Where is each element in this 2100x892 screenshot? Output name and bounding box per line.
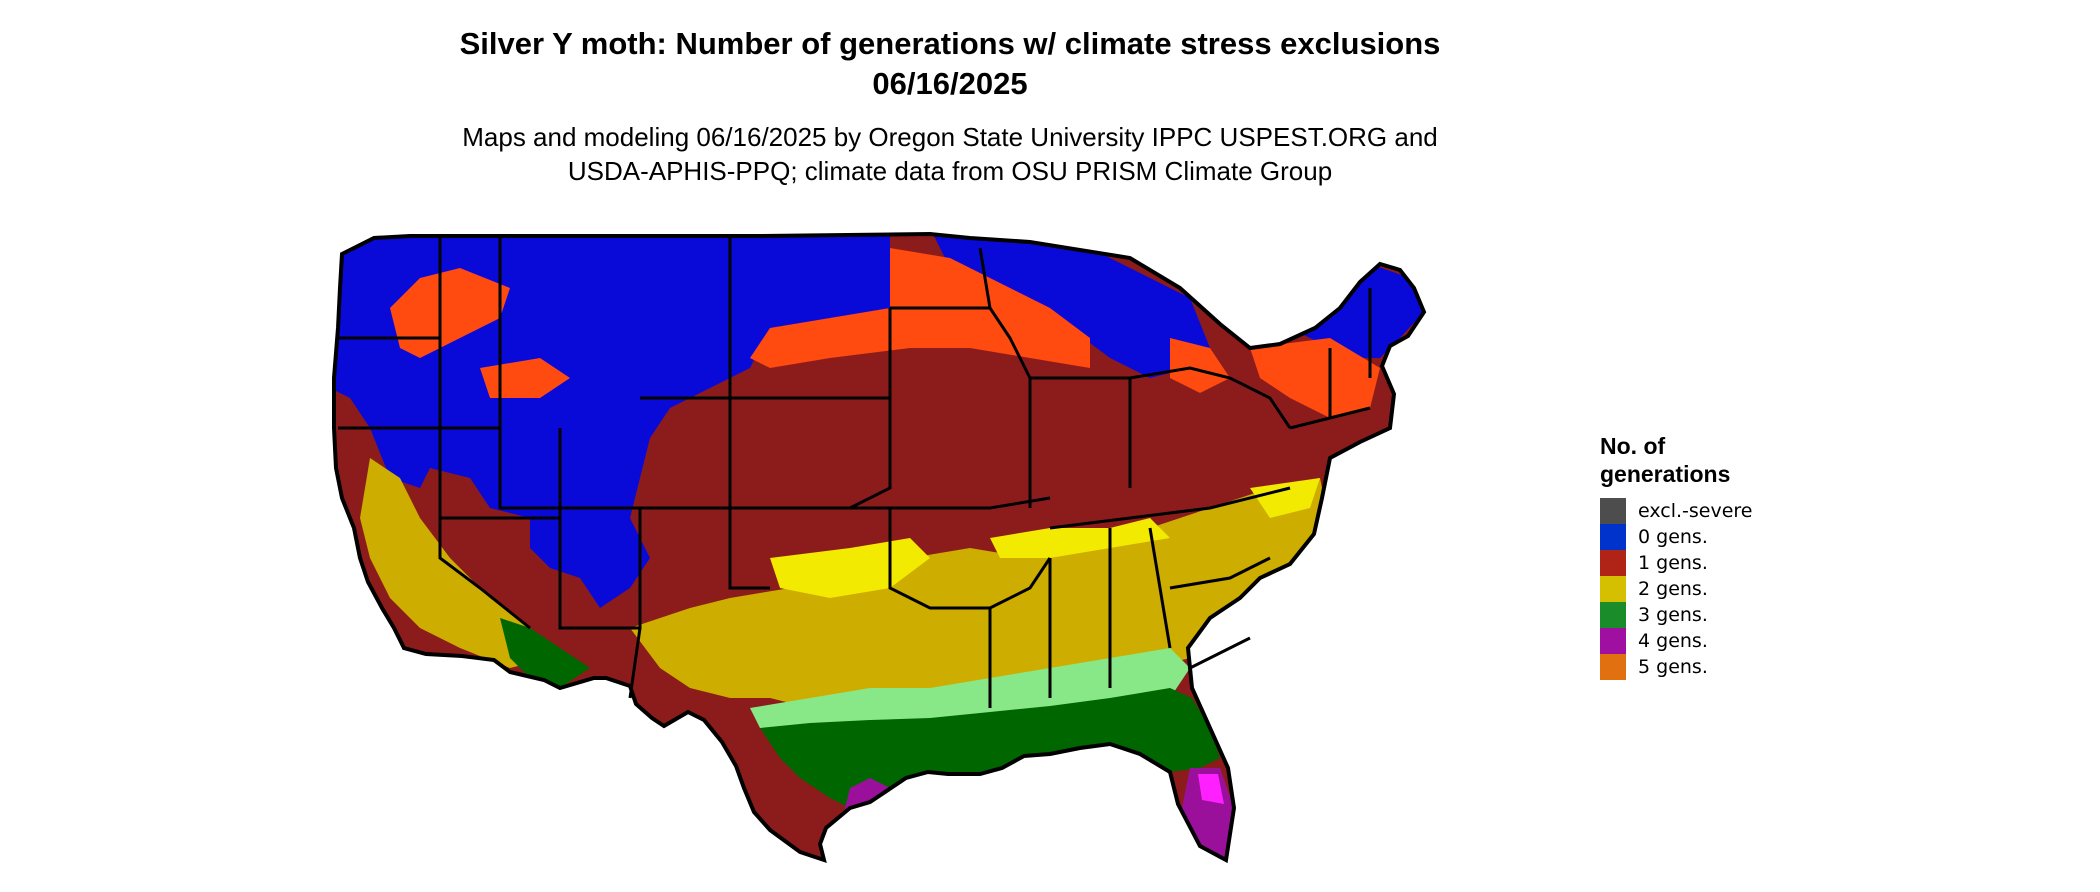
legend-label: excl.-severe [1638,500,1753,522]
legend: No. of generations excl.-severe 0 gens. 1 … [1600,432,1753,680]
legend-label: 5 gens. [1638,656,1708,678]
legend-items: excl.-severe 0 gens. 1 gens. 2 gens. 3 gens.… [1600,498,1753,680]
legend-item: 5 gens. [1600,654,1753,680]
map-date: 06/16/2025 [872,66,1028,101]
zone-4-gens-florida-light [1198,774,1224,804]
legend-swatch [1600,628,1626,654]
zone-0-gens-great-lakes [930,234,1210,378]
legend-item: 2 gens. [1600,576,1753,602]
legend-swatch [1600,550,1626,576]
zone-1-gens-west-light [390,268,510,358]
legend-swatch [1600,498,1626,524]
zone-3-gens-gulf [760,688,1220,808]
legend-swatch [1600,602,1626,628]
legend-swatch [1600,524,1626,550]
zone-3-gens-arizona [500,618,590,688]
legend-title: No. of generations [1600,433,1731,487]
state-borders [338,236,1372,708]
legend-item: excl.-severe [1600,498,1753,524]
zone-1-gens-idaho-light [480,358,570,398]
legend-swatch [1600,654,1626,680]
legend-label: 1 gens. [1638,552,1708,574]
zone-2-gens-california [360,458,550,668]
legend-label: 3 gens. [1638,604,1708,626]
zone-2-gens-va-light [1250,478,1320,518]
legend-label: 4 gens. [1638,630,1708,652]
zone-1-gens-ny-light [1250,338,1380,418]
legend-item: 1 gens. [1600,550,1753,576]
legend-item: 0 gens. [1600,524,1753,550]
map-title-line1: Silver Y moth: Number of generations w/ … [459,26,1441,61]
credits-line2: USDA-APHIS-PPQ; climate data from OSU PR… [567,156,1333,186]
zone-1-gens-lakes-light [1170,338,1230,393]
legend-item: 3 gens. [1600,602,1753,628]
legend-swatch [1600,576,1626,602]
generation-zones [334,234,1424,860]
generations-map [332,232,1426,862]
legend-item: 4 gens. [1600,628,1753,654]
zone-2-gens-ms-light [990,518,1170,558]
legend-label: 0 gens. [1638,526,1708,548]
credits-line1: Maps and modeling 06/16/2025 by Oregon S… [462,122,1438,152]
legend-label: 2 gens. [1638,578,1708,600]
